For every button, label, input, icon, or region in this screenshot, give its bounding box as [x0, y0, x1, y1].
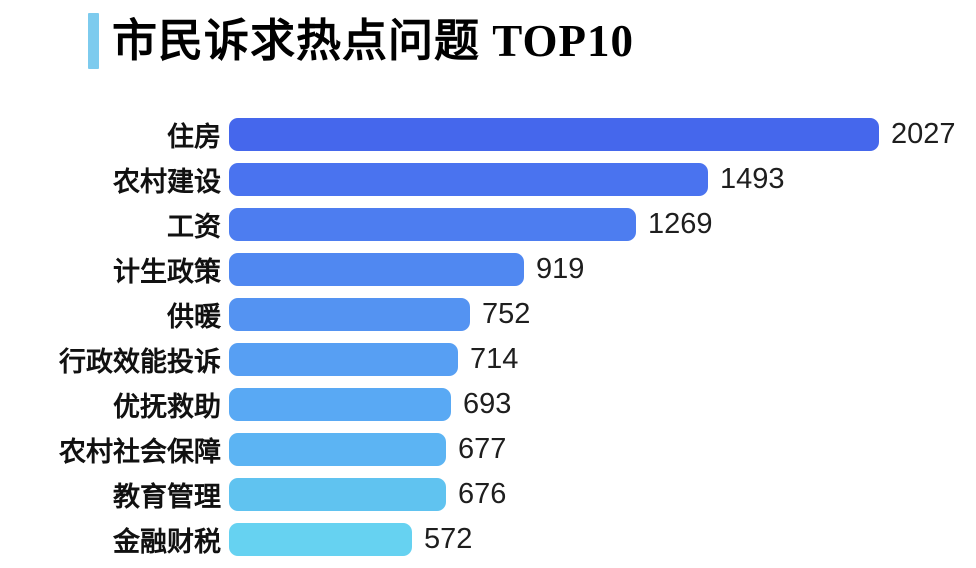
value-label: 919 — [536, 253, 585, 285]
bar — [229, 478, 446, 511]
chart-header: 市民诉求热点问题 TOP10 — [88, 13, 976, 69]
bar-row: 农村建设 1493 — [0, 157, 976, 202]
title-accent-bar — [88, 13, 99, 69]
bar-track: 919 — [229, 247, 976, 292]
category-label: 住房 — [167, 122, 221, 152]
bar-track: 676 — [229, 472, 976, 517]
category-label: 优抚救助 — [113, 392, 221, 422]
bar — [229, 253, 524, 286]
bar-track: 2027 — [229, 112, 976, 157]
bar-track: 714 — [229, 337, 976, 382]
value-label: 572 — [424, 523, 473, 555]
bar-row: 农村社会保障 677 — [0, 427, 976, 472]
bar — [229, 163, 708, 196]
bar-chart: 住房 2027 农村建设 1493 工资 1269 计生政策 919 供暖 752 行政效能投诉 71… — [0, 112, 976, 562]
bar-row: 计生政策 919 — [0, 247, 976, 292]
bar-track: 693 — [229, 382, 976, 427]
value-label: 752 — [482, 298, 531, 330]
bar — [229, 298, 470, 331]
category-label: 计生政策 — [113, 257, 221, 287]
bar-row: 行政效能投诉 714 — [0, 337, 976, 382]
value-label: 714 — [470, 343, 519, 375]
value-label: 676 — [458, 478, 507, 510]
bar-track: 677 — [229, 427, 976, 472]
bar-row: 住房 2027 — [0, 112, 976, 157]
value-label: 1493 — [720, 163, 785, 195]
bar-row: 金融财税 572 — [0, 517, 976, 562]
category-label: 农村社会保障 — [59, 437, 221, 467]
bar-row: 工资 1269 — [0, 202, 976, 247]
bar — [229, 433, 446, 466]
value-label: 693 — [463, 388, 512, 420]
category-label: 工资 — [167, 212, 221, 242]
category-label: 行政效能投诉 — [59, 347, 221, 377]
bar — [229, 208, 636, 241]
bar-track: 1269 — [229, 202, 976, 247]
value-label: 2027 — [891, 118, 956, 150]
value-label: 1269 — [648, 208, 713, 240]
category-label: 金融财税 — [113, 527, 221, 557]
category-label: 农村建设 — [113, 167, 221, 197]
bar-row: 教育管理 676 — [0, 472, 976, 517]
bar-track: 572 — [229, 517, 976, 562]
bar-row: 优抚救助 693 — [0, 382, 976, 427]
bar — [229, 388, 451, 421]
category-label: 供暖 — [167, 302, 221, 332]
bar — [229, 343, 458, 376]
value-label: 677 — [458, 433, 507, 465]
bar — [229, 523, 412, 556]
bar-track: 1493 — [229, 157, 976, 202]
chart-title: 市民诉求热点问题 TOP10 — [112, 16, 634, 66]
bar-row: 供暖 752 — [0, 292, 976, 337]
bar-track: 752 — [229, 292, 976, 337]
bar — [229, 118, 879, 151]
category-label: 教育管理 — [113, 482, 221, 512]
